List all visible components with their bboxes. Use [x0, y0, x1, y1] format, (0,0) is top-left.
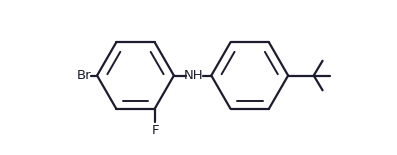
- Text: Br: Br: [77, 69, 92, 82]
- Text: F: F: [152, 124, 160, 137]
- Text: NH: NH: [184, 69, 203, 82]
